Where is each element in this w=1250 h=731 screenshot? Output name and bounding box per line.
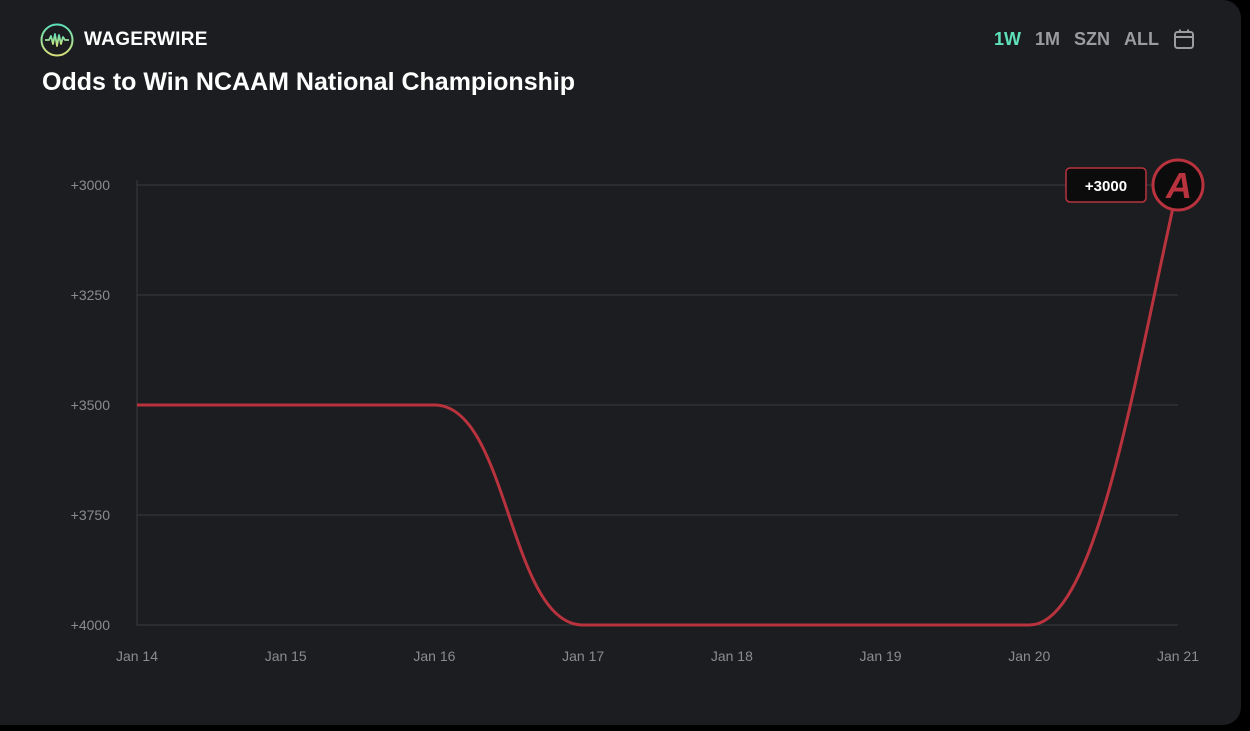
x-tick-label: Jan 17: [562, 648, 604, 664]
range-1m[interactable]: 1M: [1034, 28, 1060, 49]
calendar-icon[interactable]: [1173, 28, 1195, 50]
x-tick-label: Jan 16: [413, 648, 455, 664]
series-line-alabama: [137, 184, 1180, 627]
brand-name: WAGERWIRE: [84, 29, 208, 50]
y-tick-label: +3000: [71, 177, 111, 193]
x-tick-label: Jan 18: [711, 648, 753, 664]
range-1w[interactable]: 1W: [993, 28, 1021, 49]
x-tick-label: Jan 21: [1157, 648, 1199, 664]
waveform-circle-icon: [40, 23, 74, 57]
range-szn[interactable]: SZN: [1074, 28, 1110, 49]
current-odds-badge: [1065, 167, 1147, 203]
x-tick-label: Jan 19: [860, 648, 902, 664]
team-logo: [1151, 158, 1205, 212]
alabama-a-icon: A: [1165, 165, 1192, 206]
x-tick-label: Jan 20: [1008, 648, 1050, 664]
brand: WAGERWIRE: [40, 23, 208, 57]
y-tick-label: +3250: [71, 287, 111, 303]
x-tick-label: Jan 14: [116, 648, 158, 664]
range-all[interactable]: ALL: [1124, 28, 1159, 49]
page-title: Odds to Win NCAAM National Championship: [42, 68, 576, 96]
y-tick-label: +4000: [71, 617, 111, 633]
y-tick-label: +3500: [71, 397, 111, 413]
y-tick-label: +3750: [71, 507, 111, 523]
x-tick-label: Jan 15: [265, 648, 307, 664]
current-odds-label: +3000: [1085, 178, 1127, 195]
range-selector: 1W 1M SZN ALL: [994, 28, 1195, 50]
